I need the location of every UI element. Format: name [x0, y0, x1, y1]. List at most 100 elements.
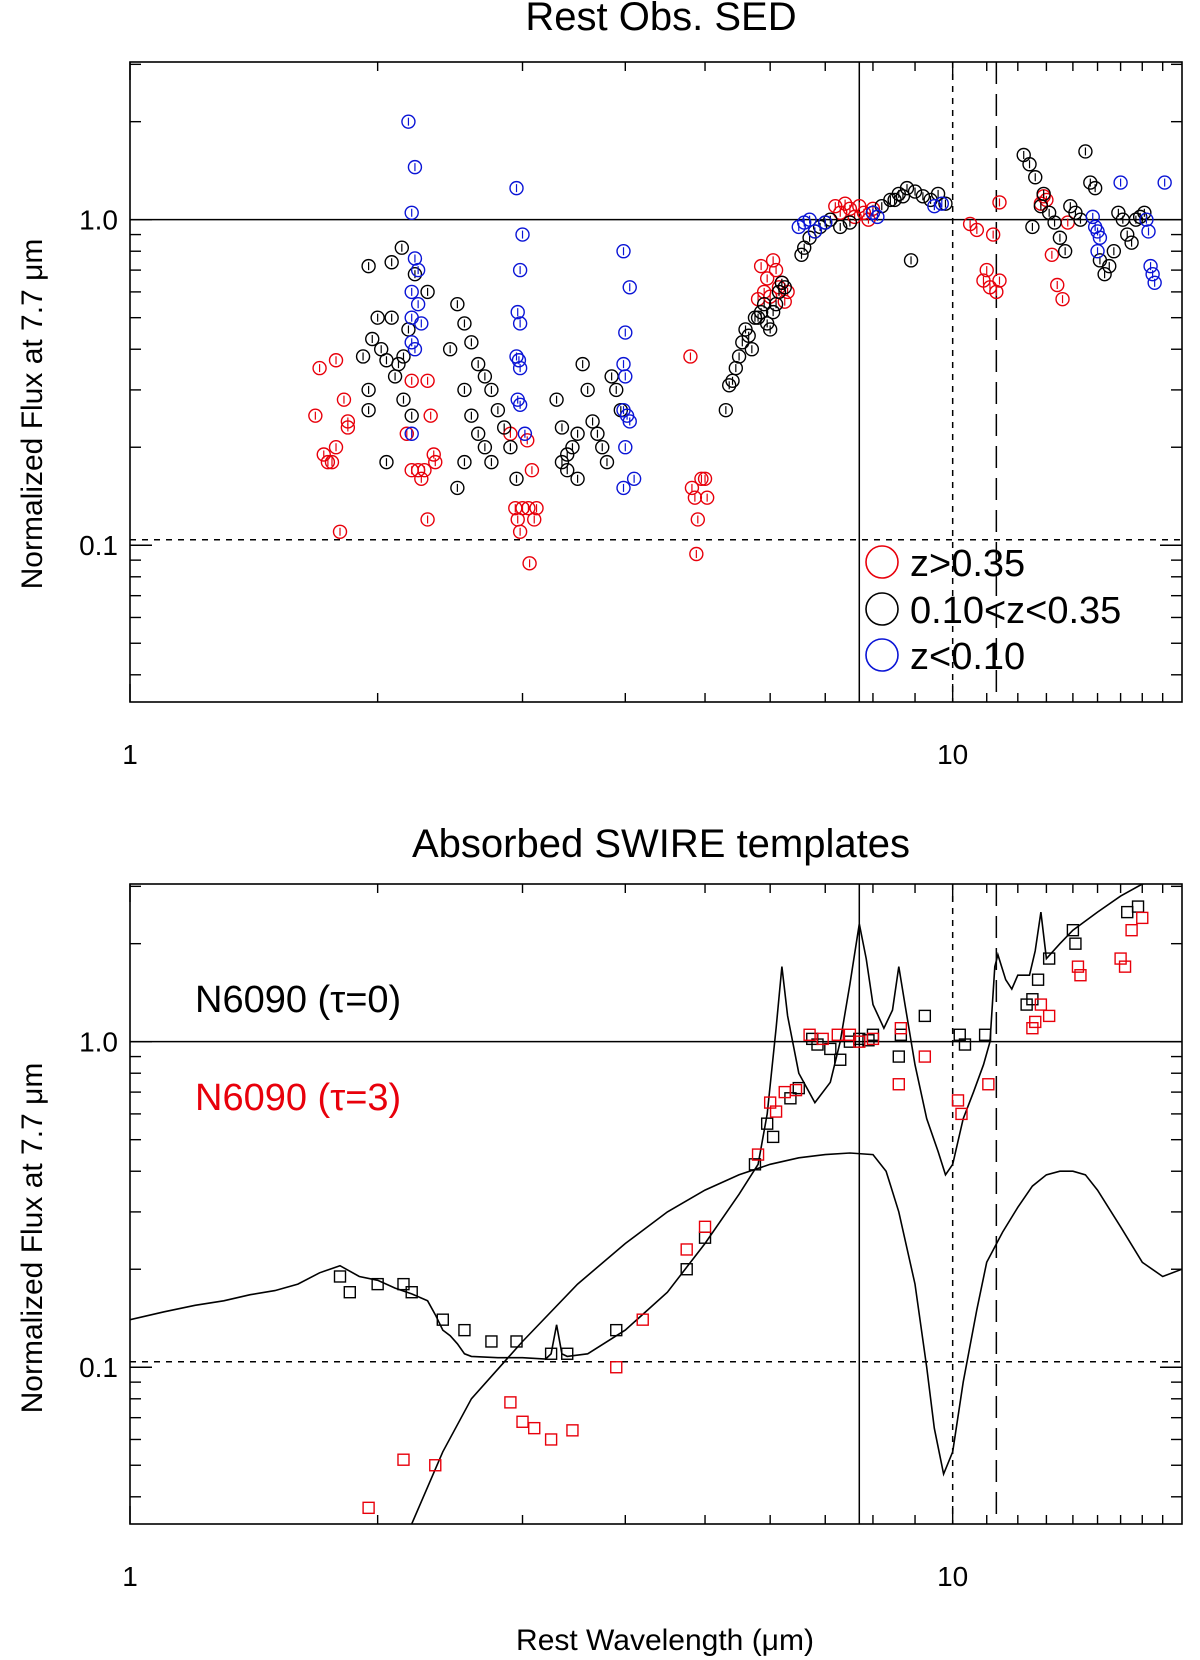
data-point	[401, 114, 416, 129]
data-point	[1028, 170, 1043, 185]
data-point	[404, 335, 419, 350]
data-point	[528, 1421, 541, 1435]
y-axis-label: Normalized Flux at 7.7 μm	[16, 239, 49, 590]
data-point	[554, 420, 570, 435]
data-point	[1083, 175, 1098, 190]
data-point	[684, 480, 700, 496]
data-point	[985, 227, 1001, 242]
data-point	[1031, 973, 1045, 986]
data-point	[527, 512, 542, 527]
data-point	[423, 408, 438, 423]
data-point	[955, 1107, 968, 1121]
data-point	[989, 284, 1004, 300]
series-1	[333, 900, 1145, 1360]
data-point	[520, 433, 535, 448]
chart-title: Absorbed SWIRE templates	[412, 822, 910, 866]
data-point	[870, 209, 885, 225]
data-point	[450, 297, 465, 312]
data-point	[457, 316, 472, 331]
data-point	[397, 1453, 410, 1466]
data-point	[529, 500, 544, 516]
x-tick-label: 10	[937, 1561, 968, 1592]
data-point	[484, 454, 499, 470]
data-point	[396, 392, 411, 407]
data-point	[802, 212, 817, 227]
data-point	[951, 1094, 965, 1107]
data-point	[332, 524, 348, 539]
chart-title: Rest Obs. SED	[525, 0, 796, 39]
data-point	[1066, 923, 1080, 937]
data-point	[769, 1105, 783, 1118]
data-point	[417, 463, 432, 478]
plot-layer: 1 10 0.1 1.0	[79, 62, 1182, 770]
data-point	[618, 440, 633, 455]
data-point	[759, 271, 775, 286]
data-point	[1052, 230, 1068, 245]
data-point	[379, 454, 394, 470]
data-point	[320, 454, 336, 470]
data-point	[818, 215, 833, 230]
data-point	[1034, 998, 1048, 1011]
data-point	[1157, 175, 1172, 190]
legend-label-z-high: z>0.35	[910, 543, 1025, 585]
data-point	[477, 369, 493, 384]
data-point	[1042, 952, 1056, 965]
data-point	[1106, 244, 1122, 259]
data-point	[442, 342, 458, 357]
data-point	[450, 480, 465, 496]
data-point	[721, 378, 737, 393]
data-point	[1136, 911, 1149, 925]
data-point	[485, 1335, 498, 1348]
data-point	[517, 426, 533, 441]
panel-rest-obs-sed: Rest Obs. SED Normalized Flux at 7.7 μm …	[16, 0, 1183, 770]
data-point	[414, 316, 429, 331]
annotation-tau-0: N6090 (τ=0)	[195, 979, 401, 1021]
y-tick-label: 1.0	[79, 205, 118, 236]
data-point	[865, 205, 881, 220]
data-point	[1087, 180, 1103, 196]
data-point	[590, 426, 605, 441]
data-point	[561, 1347, 574, 1360]
data-point	[554, 454, 570, 470]
legend-marker-z-low	[865, 638, 899, 672]
data-point	[312, 360, 327, 376]
data-point	[328, 353, 344, 368]
data-point	[1078, 144, 1093, 159]
data-point	[978, 1028, 992, 1041]
data-point	[484, 382, 499, 398]
data-point	[1092, 230, 1108, 245]
data-point	[768, 262, 784, 278]
data-point	[831, 1028, 844, 1041]
data-point	[918, 1009, 932, 1023]
data-point	[1069, 937, 1082, 950]
data-point	[969, 222, 985, 238]
data-point	[515, 227, 530, 242]
data-point	[470, 356, 486, 372]
legend: z>0.35 0.10<z<0.35 z<0.10	[865, 543, 1121, 678]
x-tick-label: 1	[122, 1561, 138, 1592]
data-point	[316, 447, 331, 462]
data-point	[490, 402, 506, 418]
data-point	[1121, 905, 1134, 919]
data-point	[510, 304, 525, 320]
data-point	[626, 471, 642, 486]
template-line-2	[410, 1152, 1182, 1524]
data-point	[512, 316, 528, 331]
annotation-tau-3: N6090 (τ=3)	[195, 1077, 401, 1119]
data-point	[833, 205, 848, 220]
data-point	[470, 426, 486, 441]
data-point	[1090, 224, 1105, 239]
data-point	[1025, 219, 1040, 235]
data-point	[524, 463, 540, 478]
data-point	[1026, 1021, 1039, 1035]
data-point	[457, 382, 472, 398]
data-point	[560, 463, 575, 478]
data-point	[504, 1396, 517, 1409]
data-point	[833, 219, 848, 235]
data-point	[1042, 1009, 1056, 1023]
data-point	[565, 440, 580, 455]
data-point	[777, 280, 792, 295]
data-point	[509, 471, 524, 486]
data-point	[544, 1433, 558, 1446]
data-point	[1097, 267, 1112, 282]
